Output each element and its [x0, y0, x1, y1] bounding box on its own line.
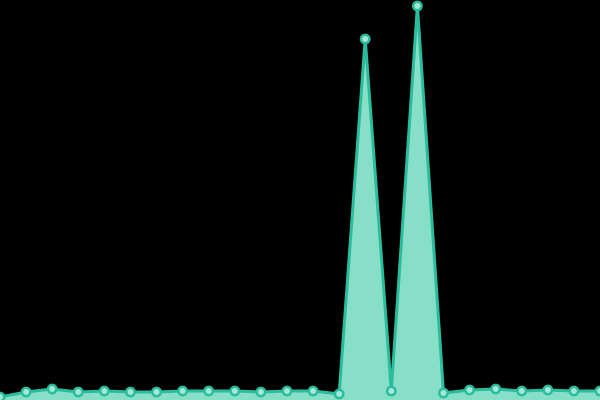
- data-point-marker: [359, 33, 371, 45]
- series-line: [0, 4, 600, 399]
- data-point-marker: [151, 386, 162, 398]
- data-point-marker: [490, 383, 502, 395]
- data-point-marker: [281, 385, 293, 397]
- data-point-marker: [177, 385, 189, 397]
- data-point-marker: [203, 385, 215, 397]
- data-point-marker: [333, 388, 345, 400]
- data-point-marker: [594, 385, 600, 397]
- data-point-marker: [20, 386, 32, 398]
- data-point-marker: [438, 387, 449, 399]
- data-point-marker: [46, 383, 58, 395]
- data-point-marker: [411, 0, 423, 12]
- data-point-marker: [255, 386, 267, 398]
- data-point-marker: [125, 386, 136, 398]
- data-point-marker: [516, 385, 528, 397]
- data-point-marker: [568, 385, 580, 397]
- line-layer: [0, 4, 600, 399]
- data-point-marker: [229, 385, 241, 397]
- data-point-marker: [542, 384, 554, 396]
- data-point-marker: [307, 385, 319, 397]
- area-fill-layer: [0, 6, 600, 400]
- area-fill-shape: [0, 6, 600, 400]
- data-point-marker: [0, 391, 6, 400]
- data-point-marker: [385, 385, 397, 397]
- data-point-marker: [98, 385, 110, 397]
- data-point-marker: [464, 384, 475, 396]
- data-point-marker: [72, 386, 84, 398]
